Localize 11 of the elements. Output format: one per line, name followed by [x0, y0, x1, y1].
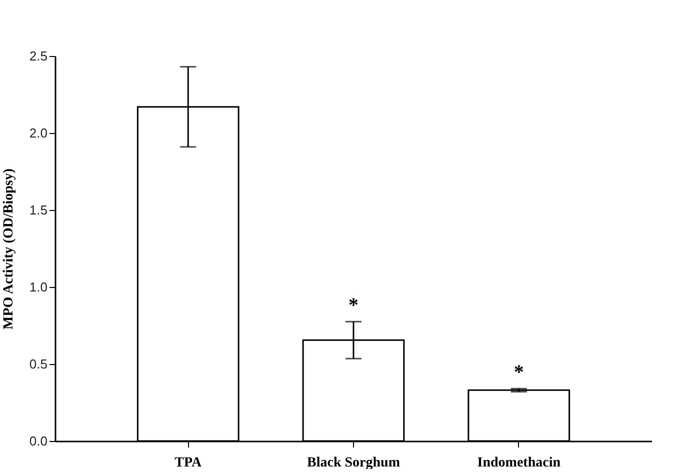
y-tick-label: 0.5: [29, 356, 48, 372]
y-tick-label: 0.0: [29, 434, 48, 448]
y-tick-label: 2.5: [29, 48, 48, 64]
y-axis-title: MPO Activity (OD/Biopsy): [1, 168, 16, 330]
x-tick-label: Indomethacin: [477, 456, 561, 470]
y-tick-label: 2.0: [29, 126, 48, 140]
x-tick-label: TPA: [174, 456, 202, 470]
y-tick-label: 1.5: [29, 202, 48, 218]
data-label: *: [514, 362, 524, 384]
data-label: *: [348, 294, 358, 317]
y-tick-label: 1.0: [29, 280, 48, 294]
